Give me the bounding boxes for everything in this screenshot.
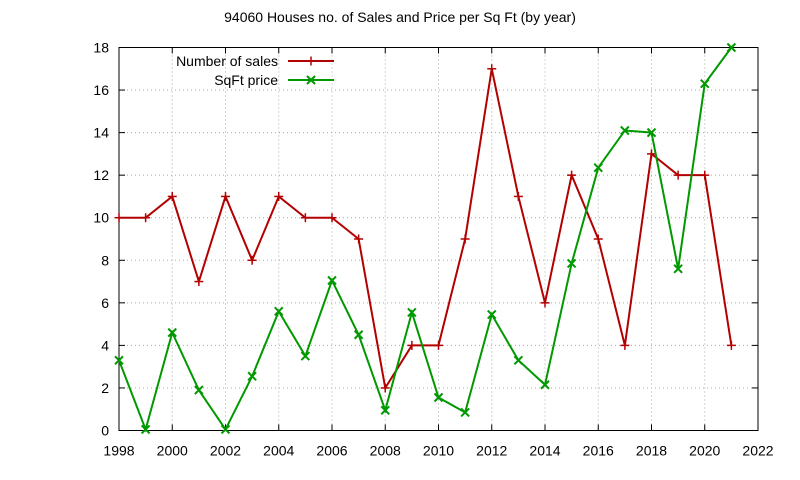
y-tick-label: 16 [93,82,109,98]
series-line-number-of-sales [119,68,733,391]
legend-entry-sqft-price: SqFt price [214,72,334,88]
data-point-number-of-sales [194,277,204,287]
y-tick-label: 12 [93,167,109,183]
data-point-sqft-price [300,351,311,361]
legend-marker [306,75,316,85]
data-point-number-of-sales [726,340,736,350]
data-point-sqft-price [167,327,177,338]
x-tick-label: 1998 [103,443,134,459]
data-point-number-of-sales [221,191,230,201]
data-point-number-of-sales [141,213,151,223]
data-point-sqft-price [566,258,577,269]
data-point-number-of-sales [513,191,523,201]
y-tick-label: 14 [93,125,109,141]
y-tick-label: 10 [93,210,109,226]
data-point-number-of-sales [647,149,656,159]
data-point-number-of-sales [593,234,603,244]
y-tick-label: 6 [101,295,109,311]
data-point-number-of-sales [354,234,364,244]
data-point-number-of-sales [114,213,124,223]
y-tick-label: 0 [101,423,109,439]
x-tick-label: 2012 [476,443,507,459]
x-tick-label: 2018 [636,443,667,459]
x-tick-label: 2020 [689,443,720,459]
data-point-sqft-price [380,405,390,415]
data-point-number-of-sales [620,340,630,350]
data-point-sqft-price [140,424,151,435]
plot-frame [118,47,759,431]
data-point-sqft-price [540,380,550,390]
data-point-sqft-price [700,78,710,89]
x-tick-label: 2002 [210,443,241,459]
data-point-number-of-sales [327,213,337,223]
y-tick-label: 8 [101,252,109,268]
x-tick-label: 2022 [742,443,773,459]
x-tick-label: 2000 [157,443,188,459]
x-tick-label: 2008 [370,443,401,459]
legend-marker [306,56,316,66]
series-sqft-price [114,42,737,435]
data-point-sqft-price [220,424,231,435]
data-point-sqft-price [646,127,657,138]
data-point-sqft-price [247,371,257,381]
data-point-number-of-sales [567,170,577,180]
data-point-number-of-sales [434,340,443,350]
series-group [114,42,737,435]
grid-lines [119,47,758,431]
legend-label: SqFt price [214,72,278,88]
legend: Number of sales SqFt price [176,53,334,88]
data-point-sqft-price [433,392,444,403]
data-point-number-of-sales [540,298,550,308]
series-number-of-sales [114,64,736,393]
y-tick-label: 2 [101,380,109,396]
data-point-number-of-sales [487,64,497,74]
legend-label: Number of sales [176,53,278,69]
data-point-sqft-price [327,275,337,286]
data-point-number-of-sales [673,170,683,180]
data-point-number-of-sales [300,213,310,223]
data-point-sqft-price [673,264,683,274]
data-point-number-of-sales [700,170,710,180]
data-point-sqft-price [593,163,603,173]
legend-entry-number-of-sales: Number of sales [176,53,334,69]
series-line-sqft-price [118,46,733,433]
data-point-number-of-sales [460,234,470,244]
axis-ticks: 0 2 4 6 8 10 12 14 16 18 1998 2000 2002 2004 2006 2008 2… [93,40,773,459]
data-point-sqft-price [353,330,364,340]
data-point-sqft-price [726,42,737,53]
chart-title: 94060 Houses no. of Sales and Price per … [224,9,576,25]
x-tick-label: 2016 [583,443,614,459]
data-point-sqft-price [513,355,524,365]
data-point-sqft-price [114,355,124,365]
x-tick-label: 2006 [316,443,347,459]
y-tick-label: 4 [101,337,109,353]
y-tick-label: 18 [93,40,109,56]
x-tick-label: 2004 [263,443,294,459]
data-point-sqft-price [194,385,204,395]
data-point-number-of-sales [247,255,257,265]
data-point-number-of-sales [407,340,417,350]
data-point-sqft-price [407,307,417,318]
x-tick-label: 2010 [423,443,454,459]
data-point-sqft-price [460,407,470,418]
data-point-number-of-sales [274,191,284,201]
data-point-sqft-price [274,306,284,317]
data-point-sqft-price [487,309,497,320]
x-tick-label: 2014 [529,443,560,459]
data-point-number-of-sales [167,191,177,201]
data-point-sqft-price [620,125,630,136]
data-point-number-of-sales [380,383,390,393]
